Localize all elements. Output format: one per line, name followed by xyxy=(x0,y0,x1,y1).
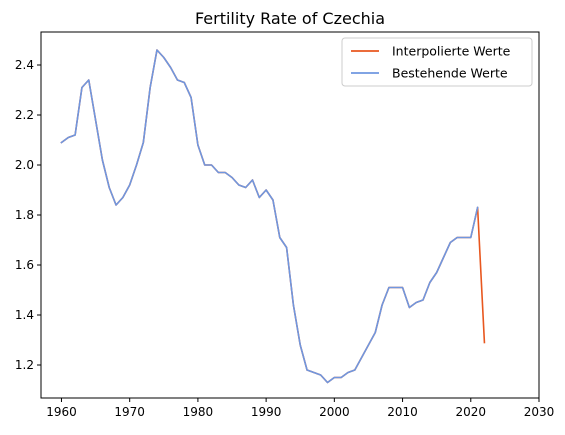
plot-frame xyxy=(40,31,540,399)
y-tick-label: 1.8 xyxy=(15,208,34,222)
y-tick-label: 1.4 xyxy=(15,308,34,322)
x-tick-label: 2030 xyxy=(524,405,555,419)
y-tick-label: 2.0 xyxy=(15,158,34,172)
y-axis: 1.2 1.4 1.6 1.8 2.0 2.2 2.4 xyxy=(15,58,41,372)
chart-title: Fertility Rate of Czechia xyxy=(195,9,385,28)
series-line-1 xyxy=(60,49,479,384)
x-tick-label: 2020 xyxy=(456,405,487,419)
legend-label: Bestehende Werte xyxy=(392,66,508,81)
legend-label: Interpolierte Werte xyxy=(392,44,511,59)
x-tick-label: 1990 xyxy=(251,405,282,419)
x-tick-label: 1970 xyxy=(114,405,145,419)
x-tick-label: 2010 xyxy=(387,405,418,419)
x-tick-label: 2000 xyxy=(319,405,350,419)
series-line-0 xyxy=(60,49,486,384)
legend: Interpolierte Werte Bestehende Werte xyxy=(341,37,533,87)
y-tick-label: 2.4 xyxy=(15,58,34,72)
y-tick-label: 2.2 xyxy=(15,108,34,122)
x-tick-label: 1960 xyxy=(46,405,77,419)
legend-box xyxy=(341,37,533,87)
y-tick-label: 1.6 xyxy=(15,258,34,272)
series-layer xyxy=(60,49,486,384)
x-tick-label: 1980 xyxy=(183,405,214,419)
x-axis: 1960 1970 1980 1990 2000 2010 2020 2030 xyxy=(46,398,554,419)
y-tick-label: 1.2 xyxy=(15,358,34,372)
